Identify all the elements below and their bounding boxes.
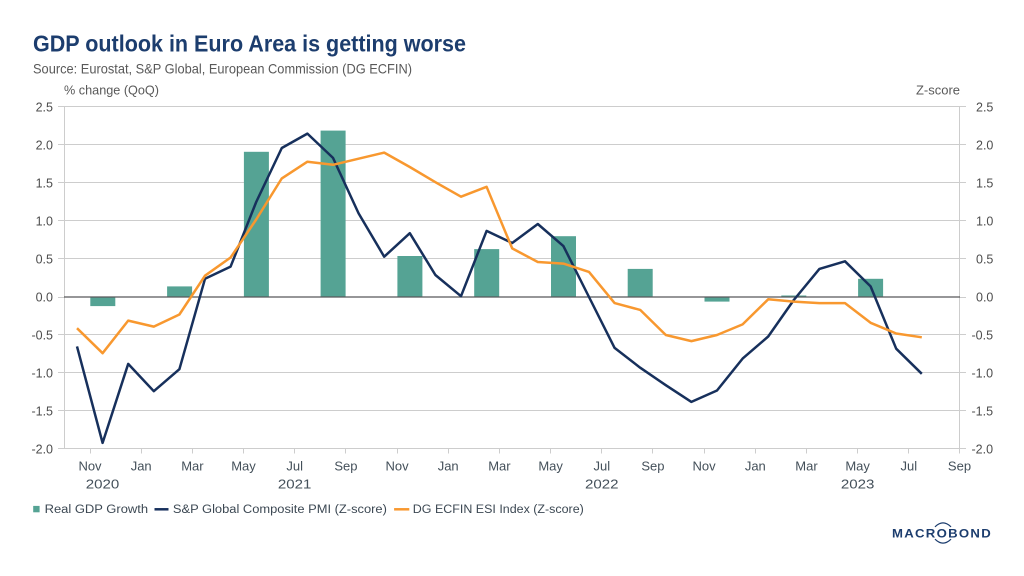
svg-text:2.0: 2.0 — [976, 139, 993, 153]
svg-text:2.0: 2.0 — [36, 139, 53, 153]
svg-text:May: May — [845, 459, 870, 474]
svg-text:-0.5: -0.5 — [972, 329, 994, 343]
svg-text:0.5: 0.5 — [36, 253, 53, 267]
svg-text:May: May — [538, 459, 563, 474]
svg-text:Mar: Mar — [181, 459, 204, 474]
svg-text:Jan: Jan — [131, 459, 152, 474]
svg-text:Nov: Nov — [78, 459, 102, 474]
svg-text:Jul: Jul — [593, 459, 610, 474]
svg-text:% change (QoQ): % change (QoQ) — [64, 83, 159, 98]
svg-text:-1.5: -1.5 — [972, 405, 994, 419]
svg-text:-1.5: -1.5 — [31, 405, 53, 419]
svg-text:Jul: Jul — [286, 459, 303, 474]
svg-text:0.0: 0.0 — [36, 291, 53, 305]
svg-text:-2.0: -2.0 — [31, 443, 53, 457]
svg-text:Real GDP Growth: Real GDP Growth — [45, 504, 149, 516]
svg-text:S&P Global Composite PMI (Z-sc: S&P Global Composite PMI (Z-score) — [173, 504, 387, 516]
svg-text:MACROBOND: MACROBOND — [892, 527, 992, 541]
svg-text:0.5: 0.5 — [976, 253, 993, 267]
svg-text:2020: 2020 — [86, 477, 120, 492]
svg-text:Mar: Mar — [488, 459, 511, 474]
svg-text:Sep: Sep — [948, 459, 971, 474]
svg-text:2023: 2023 — [841, 477, 875, 492]
svg-text:Nov: Nov — [386, 459, 410, 474]
svg-text:Z-score: Z-score — [916, 83, 960, 98]
svg-text:Sep: Sep — [641, 459, 664, 474]
svg-text:Jan: Jan — [438, 459, 459, 474]
svg-text:Nov: Nov — [693, 459, 717, 474]
svg-text:Sep: Sep — [334, 459, 357, 474]
svg-text:Source: Eurostat, S&P Global,: Source: Eurostat, S&P Global, European C… — [33, 61, 412, 77]
svg-text:DG ECFIN ESI Index (Z-score): DG ECFIN ESI Index (Z-score) — [413, 504, 584, 516]
svg-text:1.5: 1.5 — [976, 177, 993, 191]
svg-text:2.5: 2.5 — [36, 101, 53, 115]
svg-text:2.5: 2.5 — [976, 101, 993, 115]
svg-text:0.0: 0.0 — [976, 291, 993, 305]
svg-text:Jul: Jul — [900, 459, 917, 474]
svg-text:-2.0: -2.0 — [972, 443, 994, 457]
svg-text:GDP outlook in Euro Area is ge: GDP outlook in Euro Area is getting wors… — [33, 31, 466, 57]
svg-text:1.0: 1.0 — [976, 215, 993, 229]
svg-text:1.0: 1.0 — [36, 215, 53, 229]
svg-text:2021: 2021 — [278, 477, 312, 492]
svg-text:Jan: Jan — [745, 459, 766, 474]
svg-text:1.5: 1.5 — [36, 177, 53, 191]
svg-text:-1.0: -1.0 — [972, 367, 994, 381]
svg-text:-0.5: -0.5 — [31, 329, 53, 343]
svg-text:2022: 2022 — [585, 477, 619, 492]
svg-text:-1.0: -1.0 — [31, 367, 53, 381]
svg-text:May: May — [231, 459, 256, 474]
svg-text:Mar: Mar — [795, 459, 818, 474]
